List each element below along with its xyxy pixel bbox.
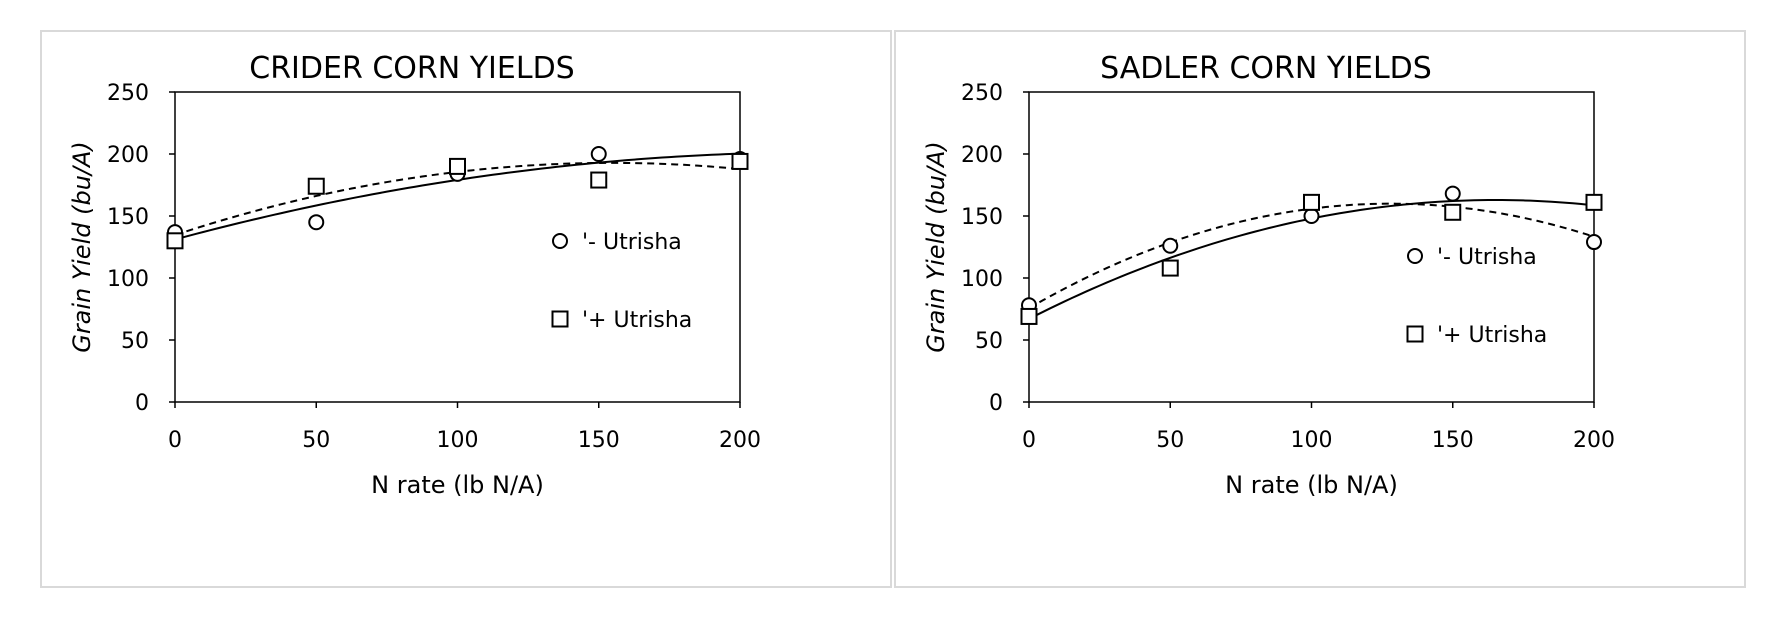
crider-y-tick-label: 0	[135, 391, 149, 416]
sadler-chart-title: SADLER CORN YIELDS	[1100, 51, 1432, 86]
crider-x-tick-label: 200	[719, 428, 761, 453]
crider-x-tick-label: 50	[302, 428, 330, 453]
sadler-chart: SADLER CORN YIELDS 0 50 100 150 200 250 0 50 100 1…	[922, 51, 1615, 499]
crider-legend-label: '+ Utrisha	[582, 308, 692, 333]
crider-point-minus-utrisha	[308, 214, 325, 231]
crider-point-plus-utrisha	[307, 177, 325, 195]
crider-x-axis-label: N rate (lb N/A)	[371, 471, 544, 499]
crider-chart-panel: CRIDER CORN YIELDS 0 50 100 150 200 250 0 50 100 1…	[40, 30, 892, 588]
crider-point-plus-utrisha	[590, 171, 608, 189]
crider-y-tick-label: 250	[107, 81, 149, 106]
sadler-y-tick-label: 150	[961, 205, 1003, 230]
sadler-x-tick-label: 0	[1022, 428, 1036, 453]
crider-point-plus-utrisha	[731, 152, 749, 170]
sadler-point-minus-utrisha	[1162, 237, 1179, 254]
crider-y-tick-label: 50	[121, 329, 149, 354]
crider-y-tick-label: 200	[107, 143, 149, 168]
sadler-chart-panel: SADLER CORN YIELDS 0 50 100 150 200 250 0 50 100 1…	[894, 30, 1746, 588]
crider-x-tick-label: 0	[168, 428, 182, 453]
sadler-point-minus-utrisha	[1303, 208, 1320, 224]
sadler-point-plus-utrisha	[1585, 193, 1603, 211]
crider-x-tick-label: 150	[578, 428, 620, 453]
sadler-x-axis-label: N rate (lb N/A)	[1225, 471, 1398, 499]
sadler-point-plus-utrisha	[1444, 203, 1462, 221]
sadler-x-tick-label: 150	[1432, 428, 1474, 453]
crider-y-tick-label: 100	[107, 267, 149, 292]
sadler-y-tick-label: 50	[975, 329, 1003, 354]
sadler-point-minus-utrisha	[1444, 185, 1461, 202]
sadler-y-tick-label: 100	[961, 267, 1003, 292]
crider-y-tick-label: 150	[107, 205, 149, 230]
sadler-x-tick-label: 50	[1156, 428, 1184, 453]
sadler-y-axis-label: Grain Yield (bu/A)	[922, 141, 950, 353]
crider-chart: CRIDER CORN YIELDS 0 50 100 150 200 250 0 50 100 1…	[68, 51, 761, 499]
sadler-y-tick-label: 250	[961, 81, 1003, 106]
sadler-x-tick-label: 100	[1291, 428, 1333, 453]
sadler-point-minus-utrisha	[1586, 234, 1602, 251]
crider-x-tick-label: 100	[437, 428, 479, 453]
crider-legend-label: '- Utrisha	[582, 230, 682, 255]
sadler-legend-label: '+ Utrisha	[1437, 323, 1547, 348]
crider-point-plus-utrisha	[449, 157, 466, 175]
crider-chart-title: CRIDER CORN YIELDS	[249, 51, 574, 86]
sadler-y-tick-label: 200	[961, 143, 1003, 168]
crider-legend-square-marker	[551, 310, 569, 328]
sadler-x-tick-label: 200	[1573, 428, 1615, 453]
sadler-y-tick-label: 0	[989, 391, 1003, 416]
sadler-point-plus-utrisha	[1303, 193, 1320, 211]
crider-legend-circle-marker	[552, 233, 568, 249]
sadler-point-plus-utrisha	[1161, 259, 1179, 277]
sadler-legend-square-marker	[1406, 325, 1424, 343]
crider-point-minus-utrisha	[590, 146, 607, 162]
sadler-legend-label: '- Utrisha	[1437, 245, 1537, 270]
sadler-legend-circle-marker	[1407, 248, 1423, 264]
sadler-point-plus-utrisha	[1020, 307, 1038, 325]
crider-y-axis-label: Grain Yield (bu/A)	[68, 141, 96, 353]
crider-point-plus-utrisha	[166, 232, 184, 250]
